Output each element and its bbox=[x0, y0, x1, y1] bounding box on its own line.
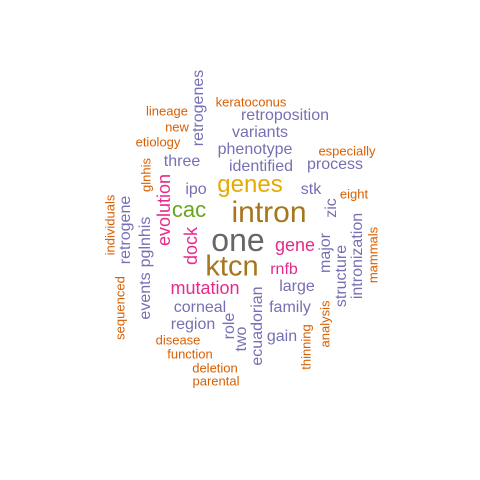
word-mammals: mammals bbox=[365, 226, 381, 284]
word-two: two bbox=[233, 326, 250, 352]
word-thinning: thinning bbox=[298, 324, 314, 370]
word-stk: stk bbox=[300, 181, 322, 198]
word-keratoconus: keratoconus bbox=[215, 94, 287, 110]
word-region: region bbox=[170, 316, 216, 333]
word-rnfb: rnfb bbox=[270, 261, 298, 278]
word-family: family bbox=[269, 299, 311, 316]
word-individuals: individuals bbox=[102, 194, 118, 256]
word-intron: intron bbox=[231, 196, 307, 229]
word-lineage: lineage bbox=[146, 103, 188, 119]
word-disease: disease bbox=[155, 332, 201, 348]
word-parental: parental bbox=[192, 373, 240, 389]
word-three: three bbox=[163, 153, 201, 170]
word-corneal: corneal bbox=[173, 299, 227, 316]
word-dock: dock bbox=[181, 226, 201, 266]
word-events: events bbox=[137, 272, 154, 320]
word-etiology: etiology bbox=[135, 134, 181, 150]
word-major: major bbox=[317, 232, 334, 274]
word-large: large bbox=[279, 278, 315, 295]
word-ktcn: ktcn bbox=[205, 250, 259, 283]
word-zic: zic bbox=[323, 198, 340, 218]
word-evolution: evolution bbox=[154, 173, 174, 247]
word-genes: genes bbox=[217, 171, 283, 198]
word-mutation: mutation bbox=[170, 278, 240, 298]
word-sequenced: sequenced bbox=[112, 276, 128, 340]
word-especially: especially bbox=[318, 143, 376, 159]
word-phenotype: phenotype bbox=[217, 141, 293, 158]
word-retrogene: retrogene bbox=[117, 195, 134, 265]
word-variants: variants bbox=[231, 124, 289, 141]
word-process: process bbox=[306, 156, 364, 173]
word-retroposition: retroposition bbox=[240, 107, 330, 124]
word-gain: gain bbox=[266, 328, 298, 345]
word-one: one bbox=[211, 222, 265, 258]
word-new: new bbox=[165, 119, 189, 135]
word-deletion: deletion bbox=[192, 360, 238, 376]
word-identified: identified bbox=[228, 158, 294, 175]
word-ecuadorian: ecuadorian bbox=[249, 286, 266, 366]
word-structure: structure bbox=[333, 244, 350, 308]
word-retrogenes: retrogenes bbox=[190, 69, 207, 147]
word-glnhis: glnhis bbox=[138, 158, 154, 192]
word-intronization: intronization bbox=[349, 212, 366, 300]
word-pglnhis: pglnhis bbox=[137, 216, 154, 268]
word-gene: gene bbox=[274, 235, 316, 255]
word-ipo: ipo bbox=[185, 181, 207, 198]
word-function: function bbox=[167, 346, 213, 362]
word-analysis: analysis bbox=[317, 300, 333, 348]
word-cac: cac bbox=[171, 197, 207, 222]
word-eight: eight bbox=[339, 186, 369, 202]
